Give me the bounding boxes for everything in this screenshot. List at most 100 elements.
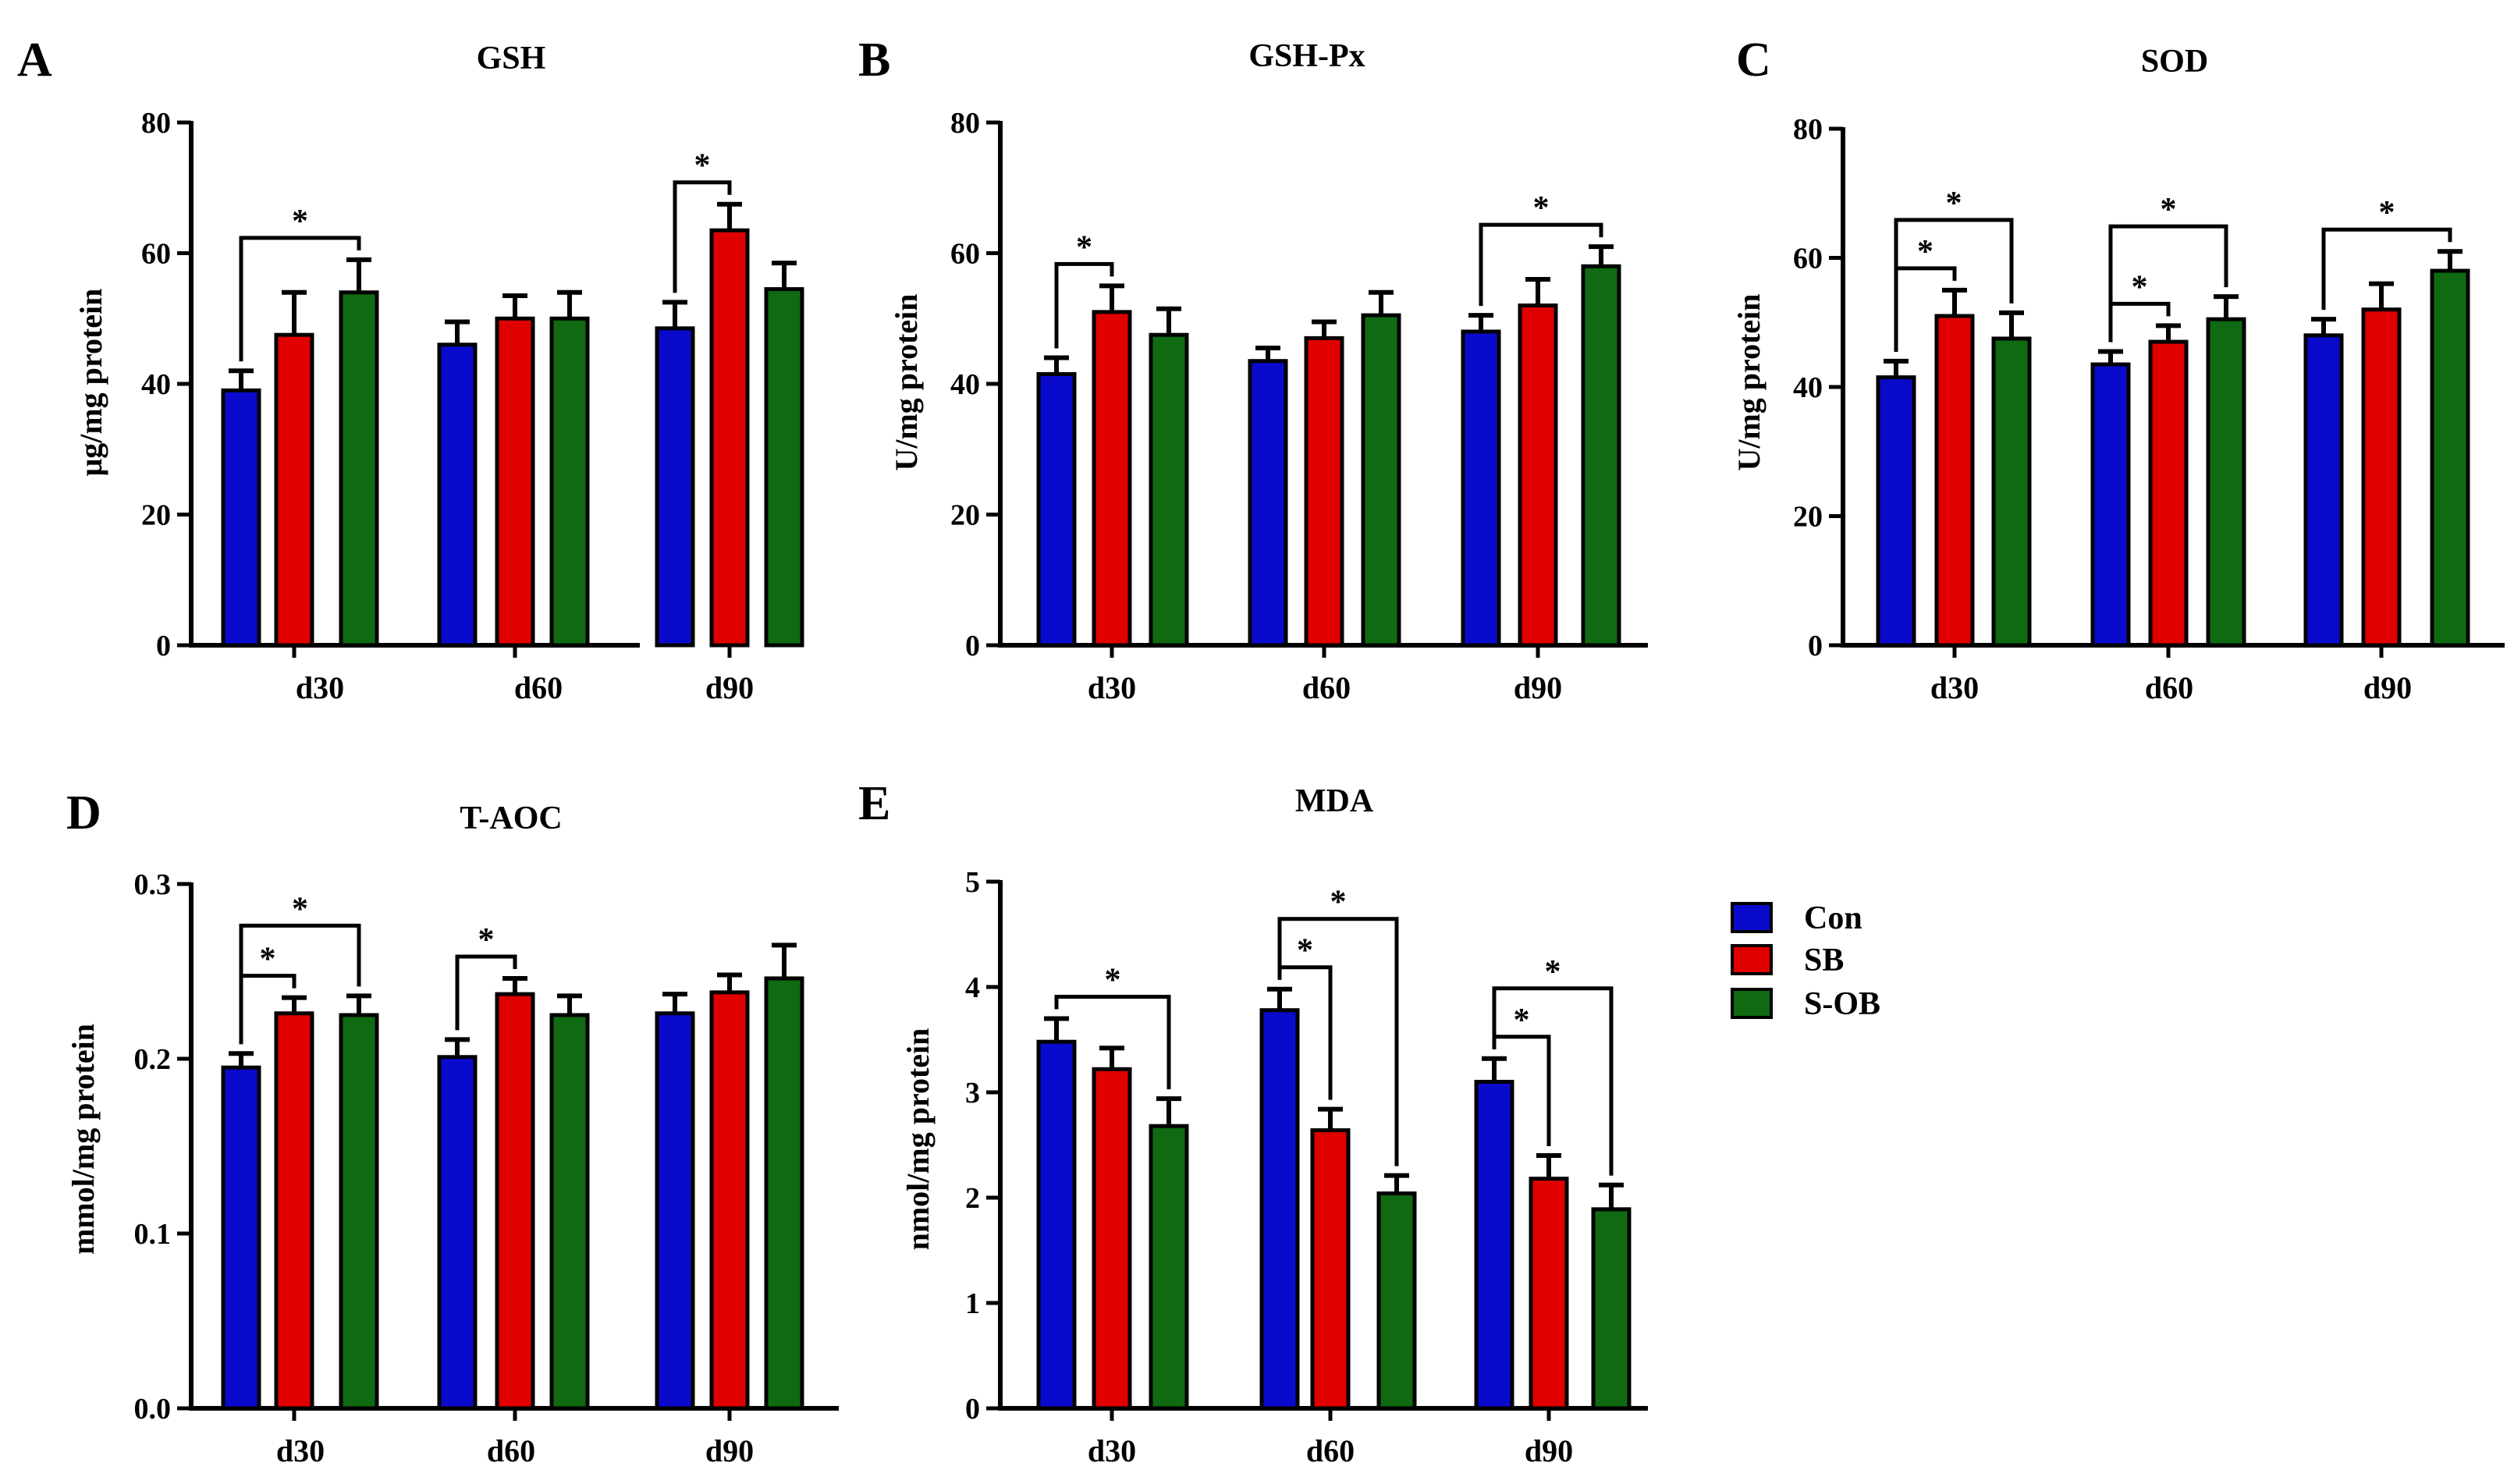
gshpx-y-tick-label: 60 [950, 238, 980, 271]
gsh-significance-star: * [292, 204, 308, 240]
sod-x-tick-label: d30 [1930, 670, 1979, 705]
gsh-y-axis-label: μg/mg protein [73, 289, 108, 477]
mda-y-tick-label: 5 [965, 866, 980, 899]
sod-x-tick-label: d60 [2145, 670, 2193, 705]
sod-significance-star: * [1946, 186, 1962, 222]
taoc-significance-bracket [239, 923, 361, 1045]
gsh-bar-sb-d30 [274, 332, 314, 648]
sod-bar-s-ob-d30 [1991, 336, 2032, 648]
gsh-significance-star: * [694, 148, 711, 184]
legend-swatch-sb [1731, 944, 1773, 975]
gshpx-y-axis-label: U/mg protein [889, 293, 924, 470]
sod-y-axis-label: U/mg protein [1731, 293, 1767, 470]
gshpx-bar-con-d30 [1036, 371, 1077, 648]
taoc-x-tick-label: d90 [705, 1433, 754, 1468]
gshpx-x-tick-label: d60 [1302, 670, 1351, 705]
taoc-significance-star: * [292, 891, 308, 927]
taoc-y-tick-label: 0.2 [134, 1043, 172, 1076]
taoc-bar-s-ob-d30 [339, 1013, 379, 1411]
gshpx-significance-bracket [1054, 261, 1114, 349]
gshpx-bar-con-d90 [1461, 329, 1501, 648]
sod-y-tick-label: 20 [1793, 501, 1823, 534]
taoc-chart-title: T-AOC [460, 801, 562, 836]
sod-significance-bracket [1894, 218, 2014, 352]
mda-y-tick-label: 2 [965, 1182, 980, 1215]
sod-significance-bracket [2108, 224, 2228, 343]
taoc-bar-s-ob-d90 [764, 976, 804, 1411]
taoc-bar-con-d60 [437, 1055, 478, 1411]
sod-bar-s-ob-d90 [2430, 268, 2470, 648]
gsh-bar-con-d30 [221, 388, 261, 648]
taoc-significance-star: * [478, 922, 495, 958]
sod-x-tick-label: d90 [2363, 670, 2412, 705]
gshpx-y-tick-label: 0 [965, 630, 980, 662]
sod-bar-sb-d60 [2148, 339, 2189, 648]
gshpx-x-tick-label: d90 [1514, 670, 1562, 705]
mda-x-tick-label: d30 [1088, 1433, 1136, 1468]
gsh-y-tick-label: 20 [141, 499, 171, 532]
taoc-panel-label: D [66, 786, 101, 840]
mda-significance-bracket [1492, 986, 1614, 1176]
sod-bar-con-d30 [1876, 375, 1916, 648]
mda-y-tick-label: 1 [965, 1287, 980, 1320]
gsh-y-tick-label: 80 [141, 107, 171, 140]
sod-bar-sb-d30 [1934, 314, 1975, 648]
sod-y-tick-label: 60 [1793, 243, 1823, 275]
mda-bar-sb-d90 [1529, 1177, 1569, 1411]
gsh-x-tick-label: d60 [514, 670, 563, 705]
mda-chart-title: MDA [1295, 783, 1374, 819]
taoc-bar-sb-d30 [274, 1011, 314, 1411]
sod-bar-s-ob-d60 [2206, 317, 2246, 648]
mda-x-tick-label: d90 [1525, 1433, 1573, 1468]
gshpx-bar-con-d60 [1248, 359, 1288, 648]
gshpx-y-tick-label: 20 [950, 499, 980, 532]
mda-bar-con-d90 [1474, 1080, 1514, 1411]
mda-bar-s-ob-d90 [1591, 1207, 1632, 1411]
taoc-y-tick-label: 0.0 [134, 1393, 172, 1425]
gsh-y-tick-label: 0 [156, 630, 171, 662]
taoc-bar-con-d30 [221, 1065, 261, 1411]
mda-y-tick-label: 4 [965, 971, 980, 1004]
mda-bar-con-d30 [1036, 1039, 1077, 1411]
gsh-chart-title: GSH [477, 41, 546, 76]
sod-y-tick-label: 0 [1808, 630, 1823, 662]
sod-y-tick-label: 40 [1793, 371, 1823, 404]
gsh-bar-con-d60 [437, 343, 478, 648]
legend-label-sb: SB [1804, 943, 1844, 978]
taoc-bar-sb-d60 [495, 992, 535, 1411]
mda-y-tick-label: 3 [965, 1077, 980, 1109]
sod-significance-star: * [2132, 269, 2148, 305]
gsh-bar-sb-d90 [709, 228, 750, 648]
gshpx-significance-bracket [1479, 222, 1603, 307]
gshpx-significance-star: * [1076, 229, 1092, 265]
taoc-bar-s-ob-d60 [549, 1013, 590, 1411]
taoc-x-tick-label: d60 [487, 1433, 535, 1468]
sod-bar-con-d90 [2303, 333, 2344, 648]
gsh-y-tick-label: 40 [141, 368, 171, 401]
sod-significance-star: * [2161, 192, 2177, 228]
taoc-y-axis-label: mmol/mg protein [66, 1024, 101, 1255]
mda-bar-sb-d30 [1092, 1067, 1132, 1411]
legend-swatch-con [1731, 902, 1773, 933]
mda-x-tick-label: d60 [1306, 1433, 1355, 1468]
mda-bar-con-d60 [1259, 1008, 1300, 1411]
gsh-x-tick-label: d30 [296, 670, 344, 705]
taoc-y-tick-label: 0.3 [134, 868, 172, 901]
sod-bar-sb-d90 [2361, 307, 2402, 648]
gshpx-bar-sb-d30 [1092, 310, 1132, 648]
sod-significance-bracket [2321, 227, 2452, 311]
gshpx-y-tick-label: 40 [950, 368, 980, 401]
sod-significance-star: * [1917, 234, 1933, 270]
gsh-bar-s-ob-d90 [764, 287, 804, 648]
mda-significance-star: * [1297, 933, 1313, 969]
taoc-bar-con-d90 [655, 1011, 695, 1411]
gsh-panel-label: A [17, 34, 52, 87]
taoc-bar-sb-d90 [709, 990, 750, 1411]
gshpx-bar-s-ob-d60 [1361, 313, 1401, 648]
mda-y-axis-label: nmol/mg protein [900, 1028, 936, 1251]
mda-panel-label: E [858, 777, 890, 830]
sod-significance-star: * [2379, 195, 2395, 231]
mda-significance-star: * [1105, 963, 1121, 999]
mda-bar-s-ob-d60 [1376, 1191, 1417, 1411]
